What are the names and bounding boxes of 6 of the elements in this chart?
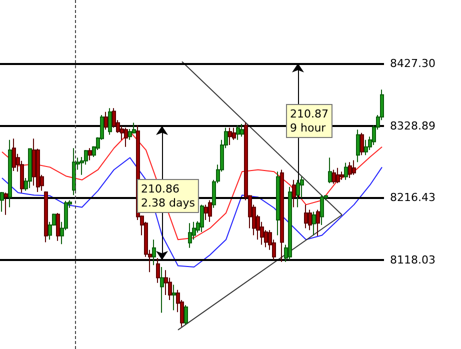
y-tick-label: 8328.89 xyxy=(390,119,436,132)
y-tick-label: 8216.43 xyxy=(390,190,436,204)
annotation: 210.86 2.38 days xyxy=(141,182,196,210)
y-tick-label: 8427.30 xyxy=(390,56,436,70)
annotation: 210.87 9 hour xyxy=(290,108,328,134)
y-tick-label: 8118.03 xyxy=(390,253,436,266)
